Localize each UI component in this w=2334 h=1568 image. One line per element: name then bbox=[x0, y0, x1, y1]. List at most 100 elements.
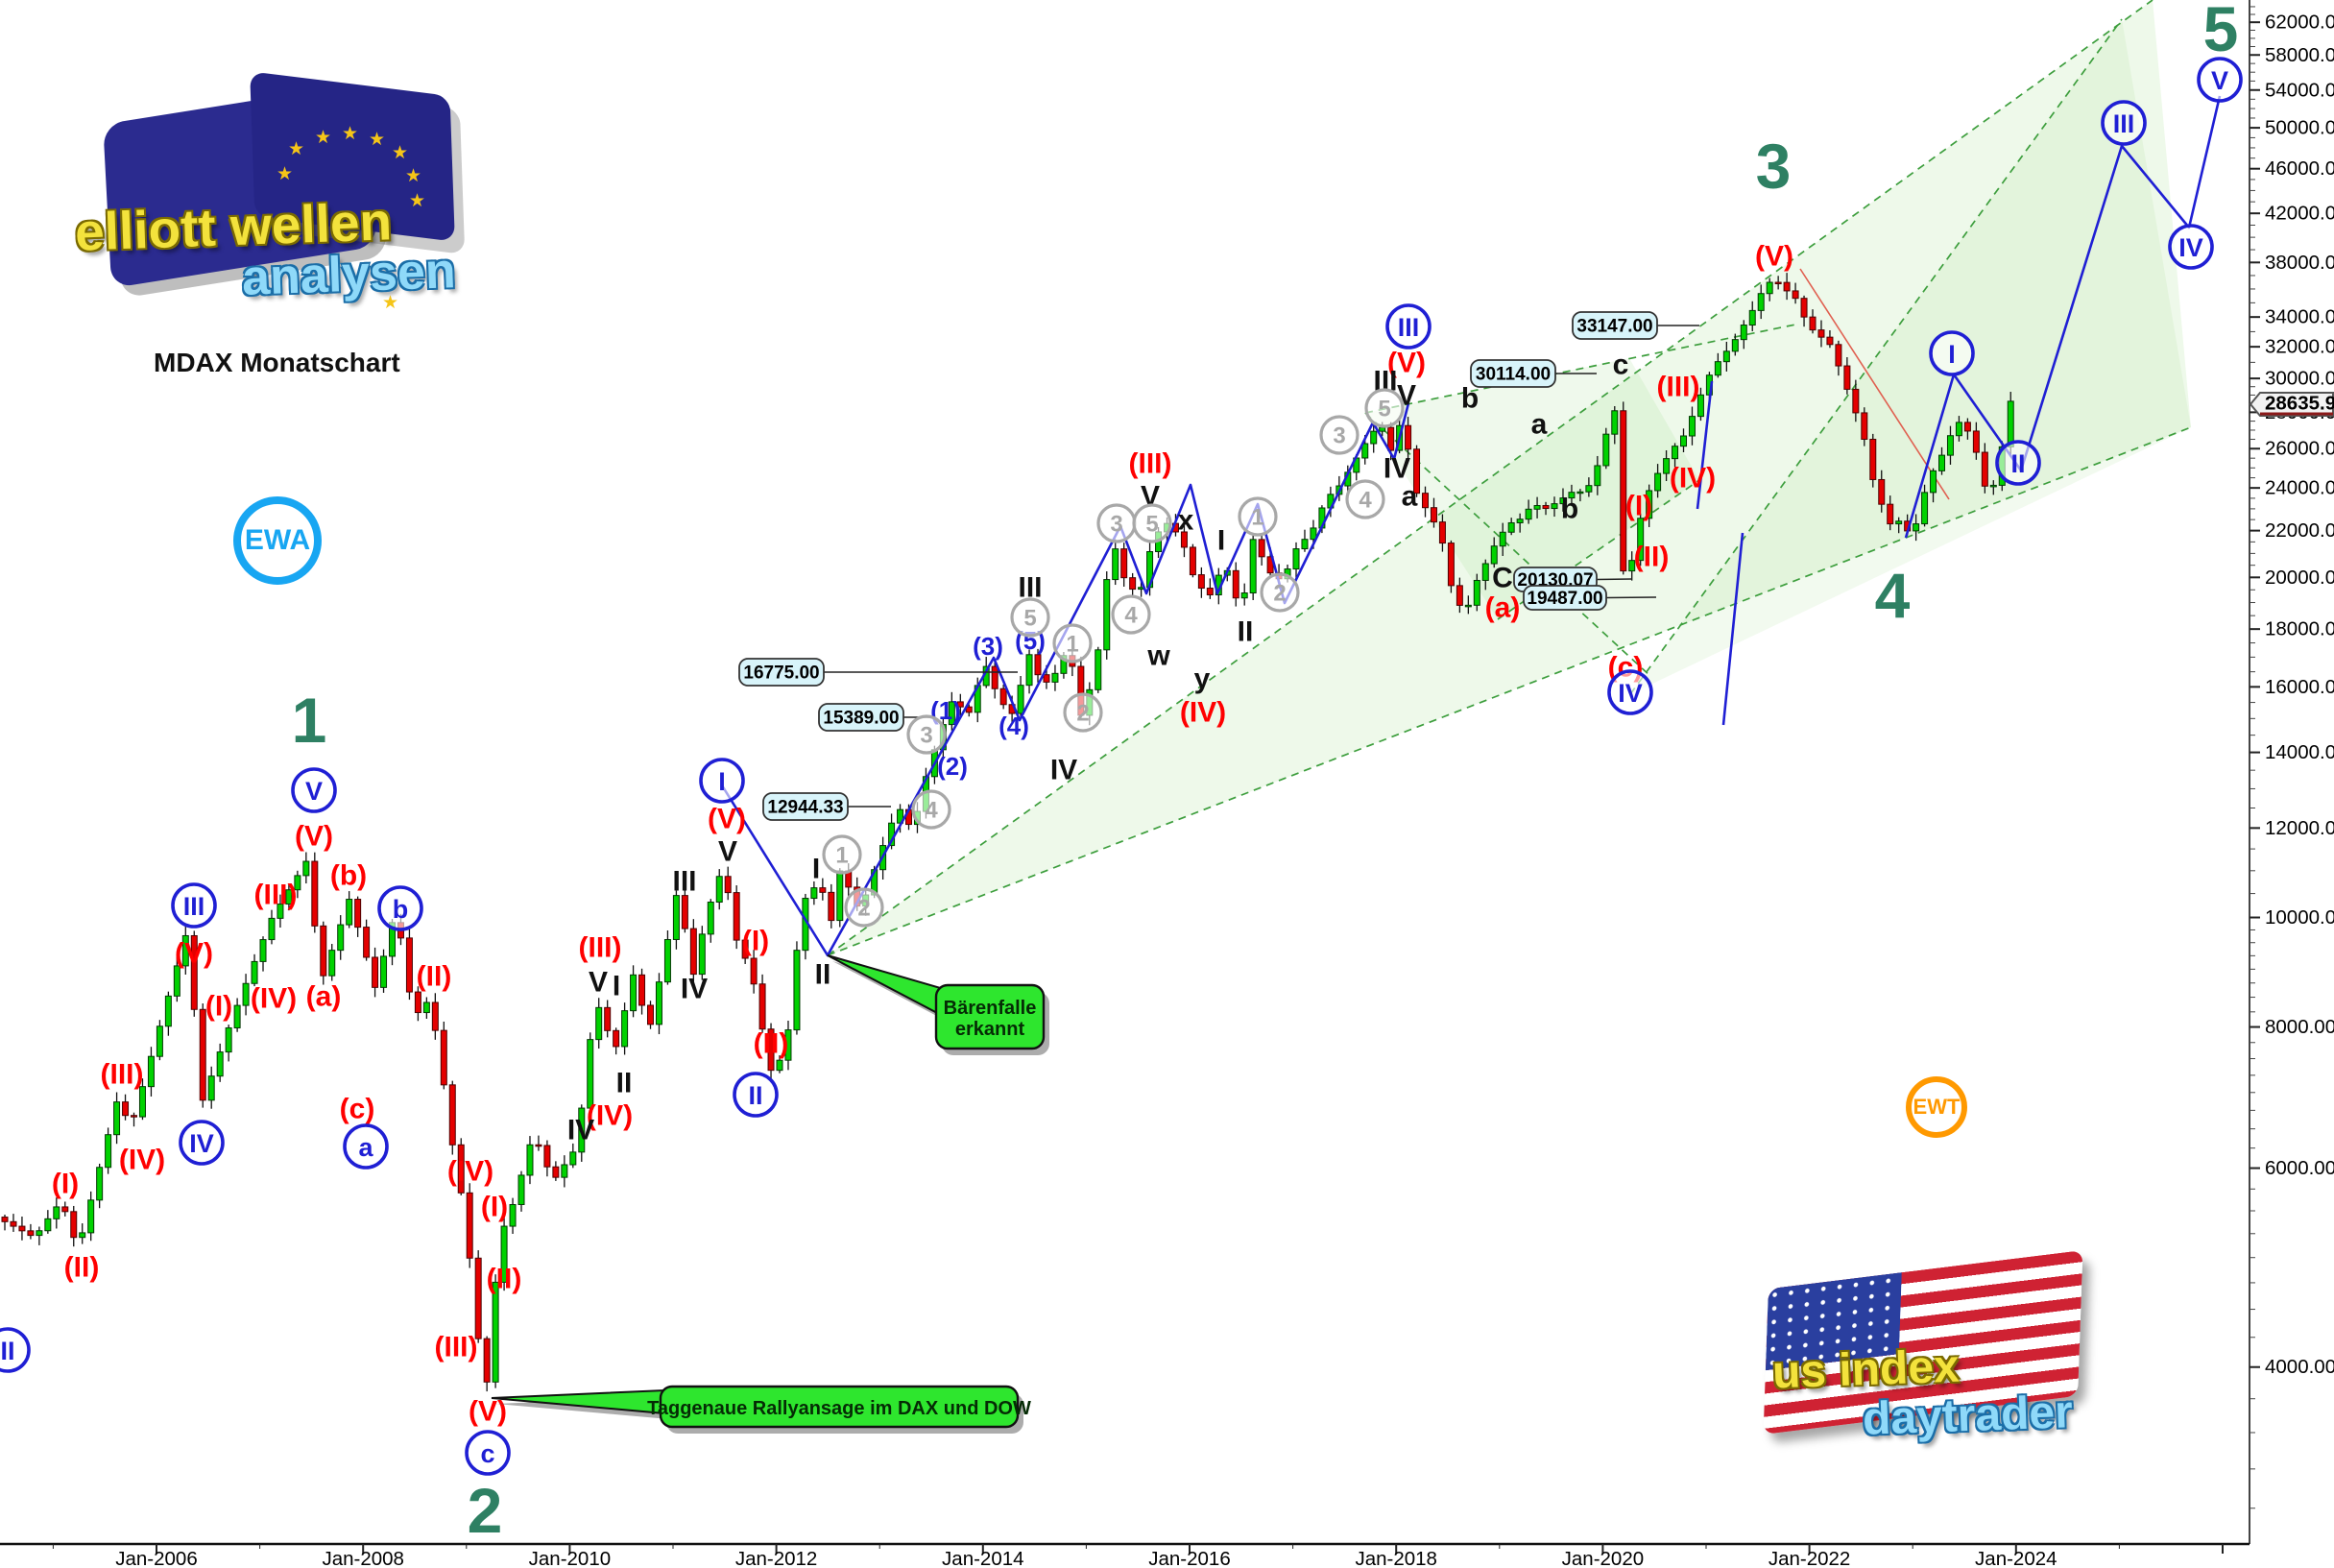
wave-label-red: (II) bbox=[417, 961, 452, 993]
candle-up bbox=[1696, 394, 1704, 418]
wave-label-red: (I) bbox=[205, 991, 232, 1023]
candle-down bbox=[999, 688, 1007, 706]
wave-label-gray-circle bbox=[1319, 415, 1359, 455]
candle-down bbox=[474, 1257, 482, 1339]
candle-up bbox=[1490, 545, 1498, 565]
wave-label-blue-circled: IV bbox=[189, 1129, 214, 1158]
wave-label-blue-circle bbox=[1385, 303, 1432, 350]
wave-label-blue-circle bbox=[343, 1123, 389, 1170]
candle-up bbox=[1646, 490, 1653, 519]
candle-down bbox=[552, 1166, 560, 1178]
wave-label-gray: 5 bbox=[1023, 606, 1036, 632]
candle-up bbox=[36, 1230, 43, 1237]
wave-label-gray-circle bbox=[1345, 479, 1385, 519]
wave-label-blue-circled: IV bbox=[2178, 233, 2203, 262]
wave-label-black: y bbox=[1194, 663, 1211, 695]
wave-label-blue-circle bbox=[291, 767, 337, 813]
wave-label-gray-circle bbox=[1260, 572, 1300, 613]
star-icon: ★ bbox=[405, 166, 422, 186]
star-icon: ★ bbox=[277, 164, 294, 184]
candle-down bbox=[18, 1225, 26, 1232]
candle-down bbox=[1817, 329, 1825, 338]
wave-label-blue-circled: V bbox=[305, 777, 323, 806]
wave-label-gray: 2 bbox=[857, 896, 870, 922]
wave-label-black: b bbox=[1461, 383, 1479, 415]
wave-label-gray-circle bbox=[1238, 496, 1278, 537]
candle-up bbox=[1680, 435, 1688, 447]
callout-text: erkannt bbox=[955, 1019, 1025, 1040]
wave-label-black: III bbox=[672, 866, 696, 898]
price-tag-box bbox=[738, 658, 825, 687]
candle-down bbox=[1189, 546, 1196, 576]
ewt-badge: EWT bbox=[1906, 1076, 1967, 1138]
candle-up bbox=[1688, 416, 1696, 437]
candle-down bbox=[819, 887, 827, 893]
y-axis-tick-label: 14000.00 bbox=[2265, 741, 2334, 763]
candle-up bbox=[1310, 527, 1317, 541]
wave-label-red: (IV) bbox=[119, 1145, 165, 1176]
wave-label-blue-circled: III bbox=[183, 892, 205, 921]
candle-up bbox=[302, 860, 310, 877]
candle-up bbox=[707, 902, 714, 935]
candle-up bbox=[1051, 672, 1059, 683]
candle-up bbox=[1611, 410, 1619, 435]
candle-down bbox=[750, 957, 758, 985]
candle-up bbox=[1714, 361, 1721, 376]
wave-label-red: (III) bbox=[101, 1059, 144, 1091]
candle-up bbox=[1722, 350, 1730, 363]
x-axis-tick-label: Jan-2020 bbox=[1562, 1548, 1644, 1568]
wave-label-blue-circled: I bbox=[1948, 340, 1956, 369]
candle-up bbox=[1989, 484, 1997, 488]
price-tag-value: 19487.00 bbox=[1527, 589, 1602, 609]
us-index-daytrader-logo: us index daytrader bbox=[1740, 1250, 2124, 1474]
wave-label-blue-circle bbox=[179, 1120, 225, 1166]
candle-down bbox=[190, 934, 198, 1010]
candle-down bbox=[1043, 674, 1050, 683]
candle-up bbox=[1654, 472, 1662, 492]
wave-label-red: (a) bbox=[1485, 592, 1521, 624]
price-tag-box bbox=[818, 703, 904, 732]
price-tag-value: 16775.00 bbox=[743, 663, 819, 684]
x-axis-tick-label: Jan-2014 bbox=[942, 1548, 1023, 1568]
price-tag-value: 15389.00 bbox=[823, 709, 899, 729]
wave-label-black: x bbox=[1178, 505, 1194, 537]
wave-label-gray-circle bbox=[911, 789, 951, 830]
wave-path-line bbox=[1696, 380, 1714, 510]
candle-up bbox=[492, 1281, 499, 1383]
candle-up bbox=[621, 1010, 629, 1048]
candle-down bbox=[681, 895, 688, 929]
candle-up bbox=[277, 904, 284, 919]
wave-label-red: (III) bbox=[1657, 372, 1700, 403]
candle-up bbox=[1249, 539, 1257, 594]
candle-up bbox=[517, 1174, 525, 1206]
candle-up bbox=[1766, 281, 1773, 295]
candle-down bbox=[1438, 521, 1446, 544]
wave-label-red: (II) bbox=[754, 1028, 789, 1060]
candle-down bbox=[405, 937, 413, 993]
candle-down bbox=[1542, 505, 1550, 510]
candle-down bbox=[1809, 316, 1817, 331]
y-axis-tick-label: 32000.00 bbox=[2265, 336, 2334, 358]
candle-down bbox=[122, 1101, 130, 1117]
candle-down bbox=[1413, 448, 1421, 495]
wave-label-gray-circle bbox=[1052, 623, 1093, 663]
candle-up bbox=[1361, 443, 1369, 459]
y-axis-tick-label: 62000.00 bbox=[2265, 12, 2334, 34]
candle-up bbox=[1379, 426, 1386, 432]
candle-up bbox=[587, 1039, 594, 1109]
wave-label-blue-circled: III bbox=[2113, 109, 2135, 138]
wave-label-blue-circled: II bbox=[2010, 449, 2025, 478]
candle-down bbox=[10, 1220, 17, 1227]
candle-up bbox=[1103, 579, 1111, 651]
candle-up bbox=[346, 899, 353, 926]
wave-label-gray: 3 bbox=[920, 723, 932, 749]
x-axis-tick-label: Jan-2012 bbox=[735, 1548, 817, 1568]
wave-label-black: IV bbox=[567, 1115, 594, 1146]
candle-down bbox=[1963, 422, 1971, 432]
candle-up bbox=[526, 1144, 534, 1176]
price-tag-box bbox=[1470, 359, 1556, 388]
callout-text: Taggenaue Rallyansage im DAX und DOW bbox=[647, 1398, 1031, 1419]
wave-label-red: (IV) bbox=[1180, 697, 1226, 729]
candle-down bbox=[604, 1006, 612, 1031]
